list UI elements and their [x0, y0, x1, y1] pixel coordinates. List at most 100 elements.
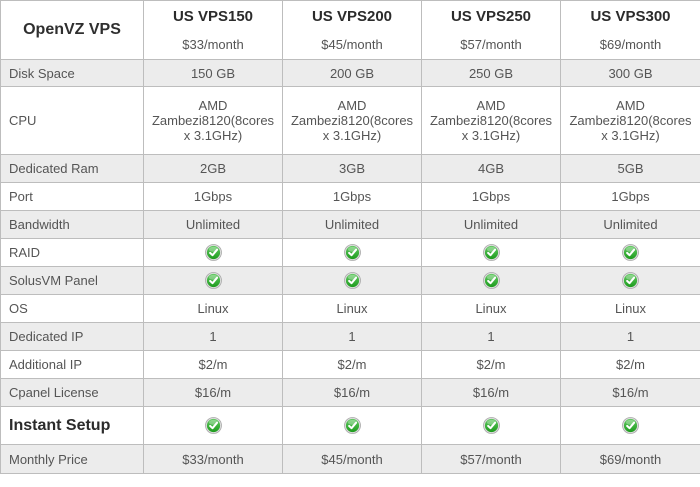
row-raid: RAID [0, 238, 700, 267]
row-dedicated-ram: Dedicated Ram 2GB 3GB 4GB 5GB [0, 154, 700, 183]
value-cell-cpu: AMD Zambezi8120(8cores x 3.1GHz) [560, 86, 700, 155]
green-check-icon [482, 417, 500, 434]
value-cell-disk-space: 200 GB [282, 59, 422, 87]
plan-name: US VPS200 [311, 8, 393, 25]
value-cell-os: Linux [560, 294, 700, 323]
value-cell-os: Linux [143, 294, 283, 323]
plan-price: $57/month [460, 37, 522, 52]
value-cell-dedicated-ram: 2GB [143, 154, 283, 183]
plan-header-vps300: US VPS300 $69/month [560, 0, 700, 60]
check-cell-instant-setup [143, 406, 283, 445]
green-check-icon [343, 272, 361, 289]
check-cell-solusvm-panel [143, 266, 283, 295]
check-cell-instant-setup [560, 406, 700, 445]
value-cell-cpu: AMD Zambezi8120(8cores x 3.1GHz) [421, 86, 561, 155]
row-solusvm-panel: SolusVM Panel [0, 266, 700, 295]
value-cell-bandwidth: Unlimited [143, 210, 283, 239]
check-cell-raid [143, 238, 283, 267]
value-cell-dedicated-ip: 1 [282, 322, 422, 351]
table-body: Disk Space 150 GB 200 GB 250 GB 300 GB CPU AMD… [0, 59, 700, 474]
row-label-raid: RAID [0, 238, 144, 267]
row-monthly-price: Monthly Price $33/month $45/month $57/month… [0, 444, 700, 474]
value-cell-cpanel-license: $16/m [143, 378, 283, 407]
row-bandwidth: Bandwidth Unlimited Unlimited Unlimited Unli… [0, 210, 700, 239]
row-port: Port 1Gbps 1Gbps 1Gbps 1Gbps [0, 182, 700, 211]
check-cell-instant-setup [282, 406, 422, 445]
value-cell-cpanel-license: $16/m [282, 378, 422, 407]
plan-header-vps200: US VPS200 $45/month [282, 0, 422, 60]
plan-name: US VPS150 [172, 8, 254, 25]
vps-pricing-table: OpenVZ VPS US VPS150 $33/month US VPS200… [0, 0, 700, 474]
value-cell-dedicated-ram: 3GB [282, 154, 422, 183]
green-check-icon [204, 244, 222, 261]
row-label-monthly-price: Monthly Price [0, 444, 144, 474]
value-cell-port: 1Gbps [282, 182, 422, 211]
green-check-icon [343, 244, 361, 261]
value-cell-bandwidth: Unlimited [560, 210, 700, 239]
value-cell-dedicated-ip: 1 [421, 322, 561, 351]
row-cpanel-license: Cpanel License $16/m $16/m $16/m $16/m [0, 378, 700, 407]
value-cell-additional-ip: $2/m [421, 350, 561, 379]
value-cell-cpanel-license: $16/m [421, 378, 561, 407]
value-cell-cpu: AMD Zambezi8120(8cores x 3.1GHz) [282, 86, 422, 155]
value-cell-dedicated-ram: 5GB [560, 154, 700, 183]
green-check-icon [622, 244, 639, 261]
value-cell-bandwidth: Unlimited [421, 210, 561, 239]
plan-header-vps150: US VPS150 $33/month [143, 0, 283, 60]
product-family-label: OpenVZ VPS [23, 21, 121, 38]
plan-header-row: OpenVZ VPS US VPS150 $33/month US VPS200… [0, 0, 700, 60]
plan-header-vps250: US VPS250 $57/month [421, 0, 561, 60]
check-cell-raid [282, 238, 422, 267]
check-cell-solusvm-panel [282, 266, 422, 295]
green-check-icon [204, 272, 222, 289]
row-disk-space: Disk Space 150 GB 200 GB 250 GB 300 GB [0, 59, 700, 87]
value-cell-dedicated-ram: 4GB [421, 154, 561, 183]
plan-price: $33/month [182, 37, 244, 52]
row-label-solusvm-panel: SolusVM Panel [0, 266, 144, 295]
plan-price: $69/month [599, 37, 662, 52]
value-cell-cpanel-license: $16/m [560, 378, 700, 407]
value-cell-additional-ip: $2/m [143, 350, 283, 379]
value-cell-dedicated-ip: 1 [560, 322, 700, 351]
green-check-icon [343, 417, 361, 434]
row-label-os: OS [0, 294, 144, 323]
value-cell-monthly-price: $69/month [560, 444, 700, 474]
row-label-cpu: CPU [0, 86, 144, 155]
value-cell-cpu: AMD Zambezi8120(8cores x 3.1GHz) [143, 86, 283, 155]
value-cell-monthly-price: $33/month [143, 444, 283, 474]
row-label-bandwidth: Bandwidth [0, 210, 144, 239]
row-label-dedicated-ip: Dedicated IP [0, 322, 144, 351]
value-cell-dedicated-ip: 1 [143, 322, 283, 351]
value-cell-additional-ip: $2/m [560, 350, 700, 379]
check-cell-raid [421, 238, 561, 267]
check-cell-solusvm-panel [421, 266, 561, 295]
row-additional-ip: Additional IP $2/m $2/m $2/m $2/m [0, 350, 700, 379]
value-cell-additional-ip: $2/m [282, 350, 422, 379]
green-check-icon [482, 272, 500, 289]
row-instant-setup: Instant Setup [0, 406, 700, 445]
green-check-icon [482, 244, 500, 261]
green-check-icon [622, 417, 639, 434]
row-label-disk-space: Disk Space [0, 59, 144, 87]
check-cell-solusvm-panel [560, 266, 700, 295]
check-cell-instant-setup [421, 406, 561, 445]
row-os: OS Linux Linux Linux Linux [0, 294, 700, 323]
value-cell-monthly-price: $57/month [421, 444, 561, 474]
row-label-additional-ip: Additional IP [0, 350, 144, 379]
value-cell-os: Linux [421, 294, 561, 323]
plan-name: US VPS250 [450, 8, 532, 25]
row-label-port: Port [0, 182, 144, 211]
value-cell-monthly-price: $45/month [282, 444, 422, 474]
value-cell-disk-space: 300 GB [560, 59, 700, 87]
row-dedicated-ip: Dedicated IP 1 1 1 1 [0, 322, 700, 351]
value-cell-port: 1Gbps [143, 182, 283, 211]
green-check-icon [204, 417, 222, 434]
value-cell-port: 1Gbps [560, 182, 700, 211]
check-cell-raid [560, 238, 700, 267]
row-cpu: CPU AMD Zambezi8120(8cores x 3.1GHz) AMD Z… [0, 86, 700, 155]
value-cell-disk-space: 150 GB [143, 59, 283, 87]
plan-name: US VPS300 [590, 8, 671, 25]
value-cell-bandwidth: Unlimited [282, 210, 422, 239]
row-label-cpanel-license: Cpanel License [0, 378, 144, 407]
value-cell-port: 1Gbps [421, 182, 561, 211]
